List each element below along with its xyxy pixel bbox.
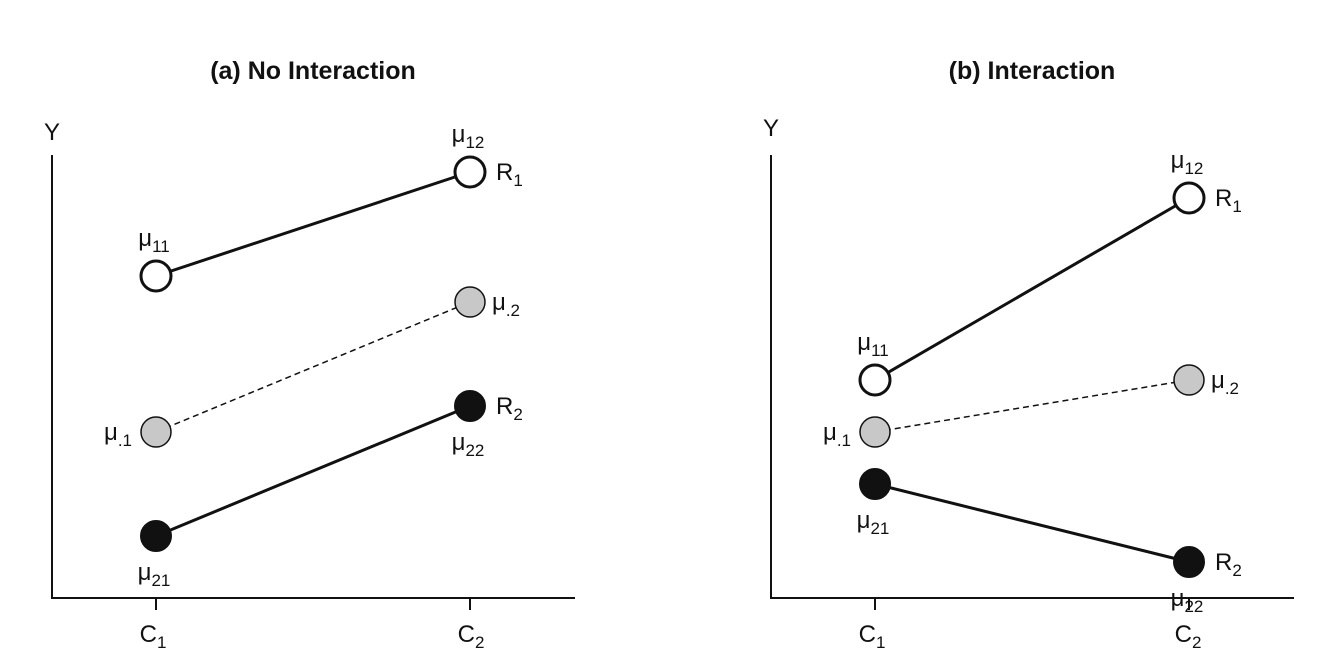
panel-b-series-label-2: R2 bbox=[1215, 549, 1242, 580]
panel-b-series: μ11 μ12 R1 μ.1 μ.2 μ21 μ22 R2 bbox=[823, 147, 1242, 616]
panel-a-line-2 bbox=[155, 404, 471, 538]
panel-a-title: (a) No Interaction bbox=[210, 57, 416, 85]
panel-a-marker-0-1 bbox=[453, 155, 487, 189]
panel-b-series-label-0: R1 bbox=[1215, 185, 1242, 216]
panel-b-mean-label-1-1: μ.2 bbox=[1211, 367, 1239, 398]
panel-b-x-tick-c1: C1 bbox=[859, 621, 886, 652]
panel-a-series: μ11 μ12 R1 μ.1 μ.2 μ21 μ22 R2 bbox=[104, 121, 523, 590]
panel-b-marker-1-0 bbox=[859, 416, 891, 448]
panel-a: (a) No Interaction Y C1 C2 μ11 μ12 R1 μ.1 μ.… bbox=[44, 57, 575, 652]
panel-b-mean-label-0-0: μ11 bbox=[857, 329, 888, 360]
panel-a-mean-label-0-1: μ12 bbox=[452, 121, 485, 152]
panel-b-line-2 bbox=[874, 482, 1190, 564]
panel-a-y-axis-label: Y bbox=[44, 119, 60, 146]
panel-b-marker-1-1 bbox=[1173, 364, 1205, 396]
panel-a-marker-1-0 bbox=[140, 416, 172, 448]
panel-b-marker-2-1 bbox=[1173, 546, 1205, 578]
panel-a-line-1 bbox=[155, 301, 471, 433]
panel-b-x-tick-c2: C2 bbox=[1175, 621, 1202, 652]
panel-a-mean-label-1-1: μ.2 bbox=[492, 289, 520, 320]
panel-b-marker-0-1 bbox=[1172, 181, 1206, 215]
panel-b-line-0 bbox=[874, 196, 1190, 382]
panel-a-mean-label-2-0: μ21 bbox=[138, 559, 171, 590]
panel-b-mean-label-2-0: μ21 bbox=[857, 507, 890, 538]
panel-a-marker-2-1 bbox=[454, 390, 486, 422]
panel-b-line-1 bbox=[874, 379, 1190, 433]
panel-a-marker-0-0 bbox=[139, 259, 173, 293]
panel-b-mean-label-0-1: μ12 bbox=[1171, 147, 1204, 178]
panel-a-series-label-2: R2 bbox=[496, 393, 523, 424]
panel-a-mean-label-0-0: μ11 bbox=[138, 225, 169, 256]
panel-a-series-label-0: R1 bbox=[496, 159, 523, 190]
panel-a-line-0 bbox=[155, 170, 471, 278]
panel-b-marker-0-0 bbox=[858, 363, 892, 397]
panel-a-mean-label-2-1: μ22 bbox=[452, 429, 485, 460]
panel-a-x-tick-c1: C1 bbox=[140, 621, 167, 652]
panel-b: (b) Interaction Y C1 C2 μ11 μ12 R1 μ.1 μ.2 μ2… bbox=[763, 57, 1294, 652]
panel-b-mean-label-1-0: μ.1 bbox=[823, 419, 851, 450]
panel-a-mean-label-1-0: μ.1 bbox=[104, 419, 132, 450]
panel-b-marker-2-0 bbox=[859, 468, 891, 500]
panel-a-marker-2-0 bbox=[140, 520, 172, 552]
panel-a-x-tick-c2: C2 bbox=[458, 621, 485, 652]
panel-b-title: (b) Interaction bbox=[949, 57, 1116, 85]
panel-a-marker-1-1 bbox=[454, 286, 486, 318]
panel-b-mean-label-2-1: μ22 bbox=[1171, 585, 1204, 616]
panel-b-y-axis-label: Y bbox=[763, 115, 779, 142]
